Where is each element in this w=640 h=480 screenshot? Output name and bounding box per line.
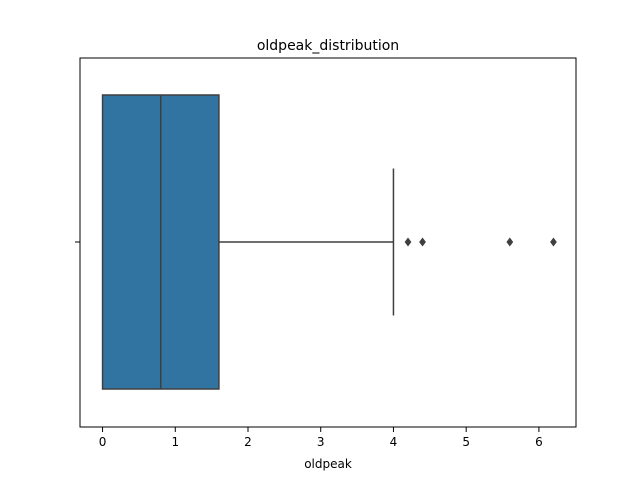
x-tick-label: 3 — [317, 435, 325, 449]
outlier-point — [550, 237, 557, 247]
x-tick-label: 2 — [244, 435, 252, 449]
x-tick-label: 4 — [390, 435, 398, 449]
outlier-point — [419, 237, 426, 247]
x-tick-label: 5 — [462, 435, 470, 449]
chart-title: oldpeak_distribution — [257, 38, 399, 54]
x-tick-label: 0 — [99, 435, 107, 449]
outlier-point — [404, 237, 412, 247]
x-axis-label: oldpeak — [304, 457, 352, 471]
outlier-point — [506, 237, 514, 247]
x-axis-ticks: 0 1 2 3 4 5 6 — [99, 427, 543, 449]
x-tick-label: 1 — [171, 435, 179, 449]
plot-area — [75, 57, 577, 428]
x-tick-label: 6 — [535, 435, 543, 449]
